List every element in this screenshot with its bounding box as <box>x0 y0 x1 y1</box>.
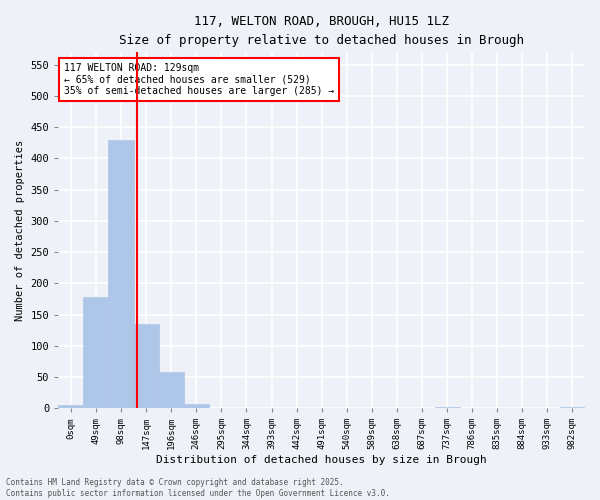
Bar <box>134 324 158 408</box>
Bar <box>560 407 585 408</box>
Bar <box>184 404 209 408</box>
Text: Contains HM Land Registry data © Crown copyright and database right 2025.
Contai: Contains HM Land Registry data © Crown c… <box>6 478 390 498</box>
X-axis label: Distribution of detached houses by size in Brough: Distribution of detached houses by size … <box>156 455 487 465</box>
Text: 117 WELTON ROAD: 129sqm
← 65% of detached houses are smaller (529)
35% of semi-d: 117 WELTON ROAD: 129sqm ← 65% of detache… <box>64 63 334 96</box>
Y-axis label: Number of detached properties: Number of detached properties <box>15 140 25 321</box>
Bar <box>158 372 184 408</box>
Bar <box>109 140 134 408</box>
Bar <box>58 405 83 408</box>
Title: 117, WELTON ROAD, BROUGH, HU15 1LZ
Size of property relative to detached houses : 117, WELTON ROAD, BROUGH, HU15 1LZ Size … <box>119 15 524 47</box>
Bar <box>434 407 460 408</box>
Bar <box>83 297 109 408</box>
